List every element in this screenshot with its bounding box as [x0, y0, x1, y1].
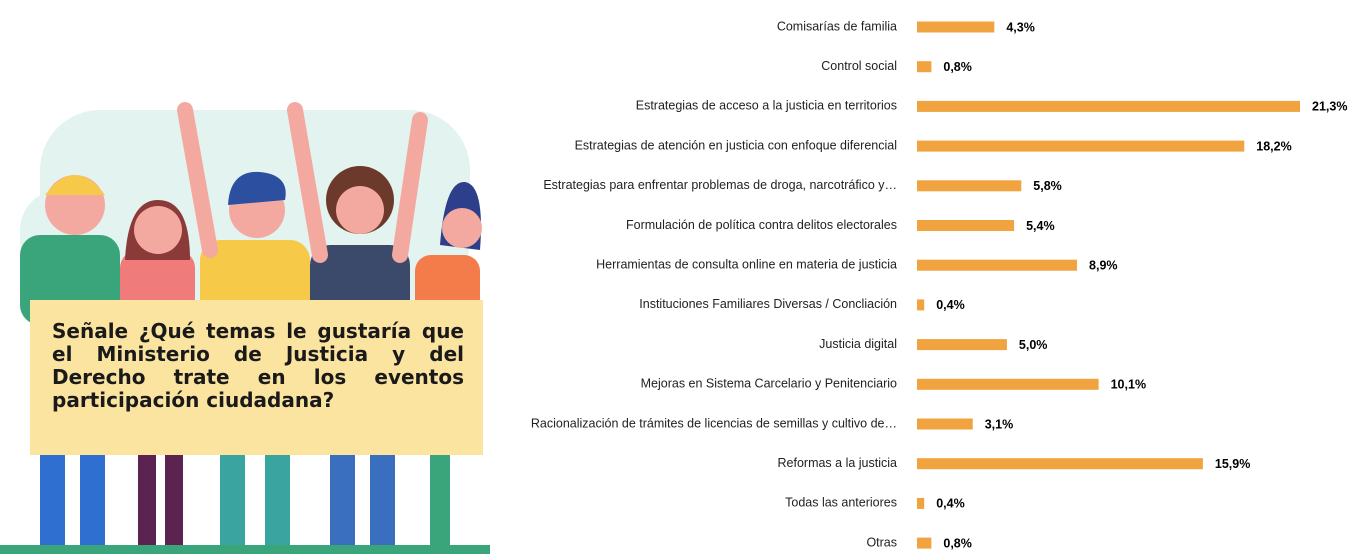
person-arm — [177, 102, 218, 258]
person-leg — [80, 455, 105, 545]
category-label: Herramientas de consulta online en mater… — [596, 257, 897, 271]
bar — [917, 418, 973, 430]
sign-board — [30, 300, 483, 455]
chart-title: Señale ¿Qué temas le gustaría que el Min… — [52, 319, 464, 412]
bar — [917, 299, 925, 311]
bar — [917, 339, 1007, 351]
illustration — [0, 102, 490, 554]
value-label: 4,3% — [1006, 20, 1035, 34]
bar — [917, 180, 1022, 192]
category-label: Estrategias de atención en justicia con … — [575, 138, 897, 152]
person-head — [134, 206, 182, 254]
person-arm — [287, 102, 328, 263]
person-leg — [265, 455, 290, 545]
value-label: 0,8% — [943, 60, 972, 74]
value-label: 5,8% — [1033, 179, 1062, 193]
person-arm — [392, 112, 428, 263]
category-label: Control social — [821, 59, 897, 73]
value-label: 15,9% — [1215, 457, 1250, 471]
person-cap — [45, 175, 105, 195]
category-label: Formulación de política contra delitos e… — [626, 218, 897, 232]
category-label: Estrategias de acceso a la justicia en t… — [636, 99, 897, 113]
bar — [917, 61, 932, 73]
person-hair — [228, 171, 286, 205]
category-label: Reformas a la justicia — [778, 456, 898, 470]
person-leg — [370, 455, 395, 545]
bar — [917, 140, 1245, 152]
person-head — [336, 186, 384, 234]
bar — [917, 21, 995, 33]
person-head — [442, 208, 482, 248]
value-label: 3,1% — [985, 417, 1014, 431]
category-label: Todas las anteriores — [785, 496, 897, 510]
value-label: 0,8% — [943, 536, 972, 550]
value-label: 21,3% — [1312, 100, 1347, 114]
ground — [0, 545, 490, 554]
category-label: Justicia digital — [819, 337, 897, 351]
category-label: Estrategias para enfrentar problemas de … — [543, 178, 897, 192]
category-label: Mejoras en Sistema Carcelario y Penitenc… — [641, 377, 897, 391]
value-label: 0,4% — [936, 497, 965, 511]
value-label: 8,9% — [1089, 258, 1118, 272]
bar — [917, 458, 1203, 470]
category-label: Instituciones Familiares Diversas / Conc… — [639, 297, 897, 311]
bar — [917, 220, 1015, 231]
person-leg — [138, 455, 156, 545]
value-label: 5,4% — [1026, 219, 1055, 233]
person-leg — [165, 455, 183, 545]
value-label: 18,2% — [1256, 139, 1291, 153]
person-leg — [430, 455, 450, 545]
category-label: Otras — [866, 535, 897, 549]
bar — [917, 537, 932, 549]
value-label: 10,1% — [1111, 378, 1146, 392]
bar — [917, 259, 1078, 271]
bar — [917, 378, 1099, 390]
person-leg — [40, 455, 65, 545]
category-label: Comisarías de familia — [777, 19, 897, 33]
bar — [917, 100, 1300, 112]
person-leg — [330, 455, 355, 545]
value-label: 5,0% — [1019, 338, 1048, 352]
category-label: Racionalización de trámites de licencias… — [531, 416, 897, 430]
value-label: 0,4% — [936, 298, 965, 312]
bar — [917, 497, 925, 509]
person-leg — [220, 455, 245, 545]
